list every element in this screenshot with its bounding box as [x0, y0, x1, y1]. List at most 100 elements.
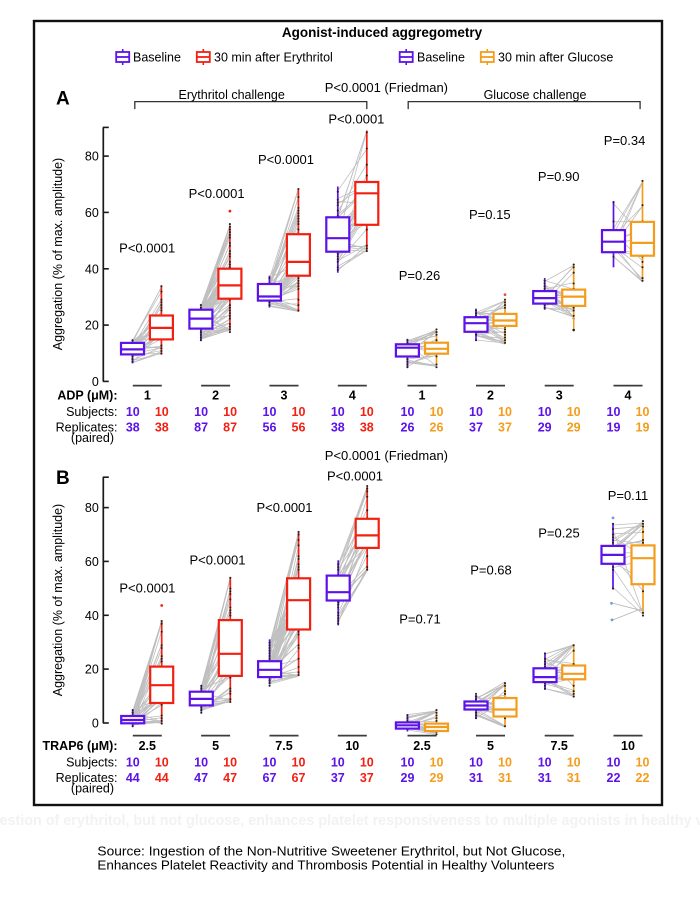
- svg-text:37: 37: [360, 771, 374, 785]
- svg-text:P<0.0001: P<0.0001: [119, 241, 175, 256]
- svg-text:Baseline: Baseline: [417, 51, 465, 65]
- svg-text:10: 10: [401, 756, 415, 770]
- svg-text:22: 22: [636, 771, 650, 785]
- svg-text:44: 44: [155, 771, 169, 785]
- svg-text:10: 10: [621, 739, 635, 753]
- svg-text:87: 87: [223, 421, 237, 435]
- svg-text:47: 47: [194, 771, 208, 785]
- svg-text:31: 31: [567, 771, 581, 785]
- svg-text:P<0.0001 (Friedman): P<0.0001 (Friedman): [325, 80, 448, 95]
- svg-text:30 min after Erythritol: 30 min after Erythritol: [214, 51, 333, 65]
- svg-text:10: 10: [194, 405, 208, 419]
- svg-text:(paired): (paired): [71, 431, 114, 445]
- svg-text:Ingestion of erythritol, but n: Ingestion of erythritol, but not glucose…: [0, 813, 700, 829]
- svg-text:22: 22: [607, 771, 621, 785]
- svg-text:20: 20: [85, 663, 99, 677]
- svg-text:P<0.0001: P<0.0001: [189, 186, 245, 201]
- svg-text:38: 38: [331, 421, 345, 435]
- svg-text:1: 1: [144, 389, 151, 403]
- svg-text:10: 10: [292, 405, 306, 419]
- svg-text:10: 10: [126, 756, 140, 770]
- svg-text:38: 38: [155, 421, 169, 435]
- svg-text:10: 10: [567, 405, 581, 419]
- svg-text:67: 67: [263, 771, 277, 785]
- svg-text:19: 19: [636, 421, 650, 435]
- svg-text:40: 40: [85, 262, 99, 276]
- svg-text:26: 26: [401, 421, 415, 435]
- svg-text:10: 10: [360, 756, 374, 770]
- svg-text:TRAP6 (μM):: TRAP6 (μM):: [43, 739, 118, 753]
- svg-text:10: 10: [223, 405, 237, 419]
- svg-text:10: 10: [498, 756, 512, 770]
- svg-text:B: B: [56, 468, 70, 489]
- svg-text:10: 10: [636, 756, 650, 770]
- svg-text:Aggregation (% of max. amplitu: Aggregation (% of max. amplitude): [51, 158, 65, 350]
- svg-text:56: 56: [292, 421, 306, 435]
- svg-text:P<0.0001: P<0.0001: [258, 152, 314, 167]
- svg-text:P<0.0001: P<0.0001: [327, 468, 383, 483]
- svg-text:10: 10: [538, 756, 552, 770]
- svg-text:A: A: [56, 89, 70, 110]
- svg-text:P=0.68: P=0.68: [470, 563, 512, 578]
- svg-text:10: 10: [331, 405, 345, 419]
- svg-text:Replicates:: Replicates:: [56, 771, 118, 785]
- svg-text:40: 40: [85, 609, 99, 623]
- svg-text:Agonist-induced aggregometry: Agonist-induced aggregometry: [282, 25, 483, 40]
- svg-text:10: 10: [292, 756, 306, 770]
- svg-text:10: 10: [636, 405, 650, 419]
- svg-text:29: 29: [430, 771, 444, 785]
- svg-text:31: 31: [469, 771, 483, 785]
- svg-text:2: 2: [212, 389, 219, 403]
- svg-text:56: 56: [263, 421, 277, 435]
- svg-text:37: 37: [498, 421, 512, 435]
- svg-text:37: 37: [331, 771, 345, 785]
- svg-text:2: 2: [487, 389, 494, 403]
- svg-text:10: 10: [331, 756, 345, 770]
- svg-text:10: 10: [498, 405, 512, 419]
- svg-text:10: 10: [345, 739, 359, 753]
- svg-text:20: 20: [85, 319, 99, 333]
- svg-text:Source: Ingestion of the Non-N: Source: Ingestion of the Non-Nutritive S…: [97, 844, 565, 859]
- svg-text:67: 67: [292, 771, 306, 785]
- svg-text:87: 87: [194, 421, 208, 435]
- svg-text:10: 10: [469, 756, 483, 770]
- svg-text:4: 4: [625, 389, 632, 403]
- svg-text:60: 60: [85, 555, 99, 569]
- svg-text:44: 44: [126, 771, 140, 785]
- svg-text:10: 10: [223, 756, 237, 770]
- svg-text:3: 3: [281, 389, 288, 403]
- svg-text:10: 10: [194, 756, 208, 770]
- svg-text:47: 47: [223, 771, 237, 785]
- svg-text:Enhances Platelet Reactivity a: Enhances Platelet Reactivity and Thrombo…: [97, 858, 555, 873]
- svg-text:P=0.34: P=0.34: [604, 133, 646, 148]
- svg-text:P=0.71: P=0.71: [399, 612, 441, 627]
- svg-text:7.5: 7.5: [275, 739, 292, 753]
- svg-text:0: 0: [92, 717, 99, 731]
- svg-text:Glucose challenge: Glucose challenge: [484, 88, 587, 102]
- svg-text:2.5: 2.5: [139, 739, 156, 753]
- svg-text:29: 29: [538, 421, 552, 435]
- svg-text:10: 10: [430, 405, 444, 419]
- svg-text:30 min after Glucose: 30 min after Glucose: [498, 51, 613, 65]
- svg-text:ADP (μM):: ADP (μM):: [57, 389, 117, 403]
- svg-text:P<0.0001: P<0.0001: [328, 112, 384, 127]
- svg-text:1: 1: [419, 389, 426, 403]
- svg-text:10: 10: [155, 756, 169, 770]
- svg-text:10: 10: [607, 405, 621, 419]
- svg-text:38: 38: [360, 421, 374, 435]
- svg-text:31: 31: [498, 771, 512, 785]
- svg-text:10: 10: [567, 756, 581, 770]
- svg-text:5: 5: [487, 739, 494, 753]
- svg-text:P<0.0001: P<0.0001: [256, 500, 312, 515]
- svg-text:P<0.0001 (Friedman): P<0.0001 (Friedman): [325, 448, 448, 463]
- svg-text:P=0.25: P=0.25: [538, 526, 580, 541]
- svg-text:80: 80: [85, 501, 99, 515]
- svg-text:19: 19: [607, 421, 621, 435]
- svg-text:26: 26: [430, 421, 444, 435]
- svg-text:10: 10: [538, 405, 552, 419]
- svg-text:10: 10: [401, 405, 415, 419]
- svg-text:P<0.0001: P<0.0001: [189, 553, 245, 568]
- svg-text:80: 80: [85, 150, 99, 164]
- svg-text:Baseline: Baseline: [133, 51, 181, 65]
- svg-text:10: 10: [430, 756, 444, 770]
